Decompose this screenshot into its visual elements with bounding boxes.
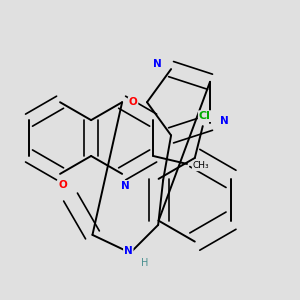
Text: O: O bbox=[129, 97, 137, 107]
Text: H: H bbox=[140, 258, 148, 268]
Text: O: O bbox=[58, 180, 67, 190]
Text: N: N bbox=[220, 116, 228, 126]
Text: N: N bbox=[124, 246, 133, 256]
Text: N: N bbox=[121, 181, 130, 191]
Text: CH₃: CH₃ bbox=[193, 161, 209, 170]
Text: Cl: Cl bbox=[199, 111, 211, 121]
Text: N: N bbox=[153, 59, 161, 69]
